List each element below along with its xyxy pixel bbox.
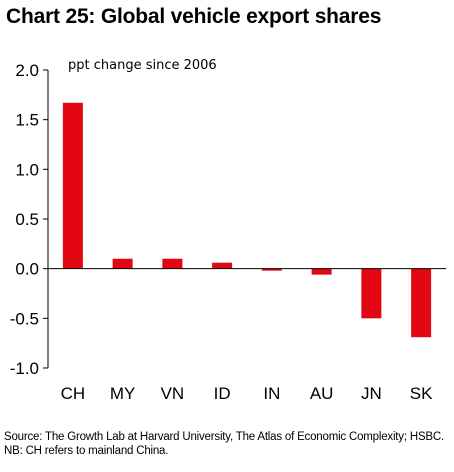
bar-in (261, 268, 282, 271)
y-axis: 2.0 1.5 1.0 0.5 0.0 -0.5 -1.0 (10, 61, 49, 378)
x-tick-label: MY (110, 384, 136, 403)
bar-vn (162, 258, 183, 269)
bar-jn (361, 268, 382, 319)
source-note: Source: The Growth Lab at Harvard Univer… (4, 431, 444, 457)
bar-sk (411, 268, 432, 338)
x-axis: CH MY VN ID IN AU JN SK (48, 268, 446, 403)
y-tick-label: 1.0 (15, 160, 39, 179)
y-tick-label: 0.0 (15, 260, 39, 279)
chart-title: Chart 25: Global vehicle export shares (6, 5, 382, 28)
y-tick-label: -1.0 (10, 359, 39, 378)
bars (62, 102, 432, 338)
bar-au (311, 268, 332, 275)
x-tick-label: JN (361, 384, 382, 403)
x-tick-label: SK (410, 384, 433, 403)
chart-annotation: ppt change since 2006 (68, 58, 217, 73)
bar-chart: 2.0 1.5 1.0 0.5 0.0 -0.5 -1.0 CH MY VN ID IN AU JN SK… (10, 58, 446, 403)
bar-ch (62, 102, 83, 269)
x-tick-label: AU (310, 384, 334, 403)
y-tick-label: 2.0 (15, 61, 39, 80)
bar-my (112, 258, 133, 269)
x-tick-label: VN (161, 384, 185, 403)
y-tick-label: 1.5 (15, 111, 39, 130)
y-tick-label: -0.5 (10, 309, 39, 328)
x-tick-label: ID (214, 384, 231, 403)
bar-id (212, 262, 233, 269)
x-tick-label: IN (263, 384, 280, 403)
y-tick-label: 0.5 (15, 210, 39, 229)
x-tick-label: CH (61, 384, 86, 403)
